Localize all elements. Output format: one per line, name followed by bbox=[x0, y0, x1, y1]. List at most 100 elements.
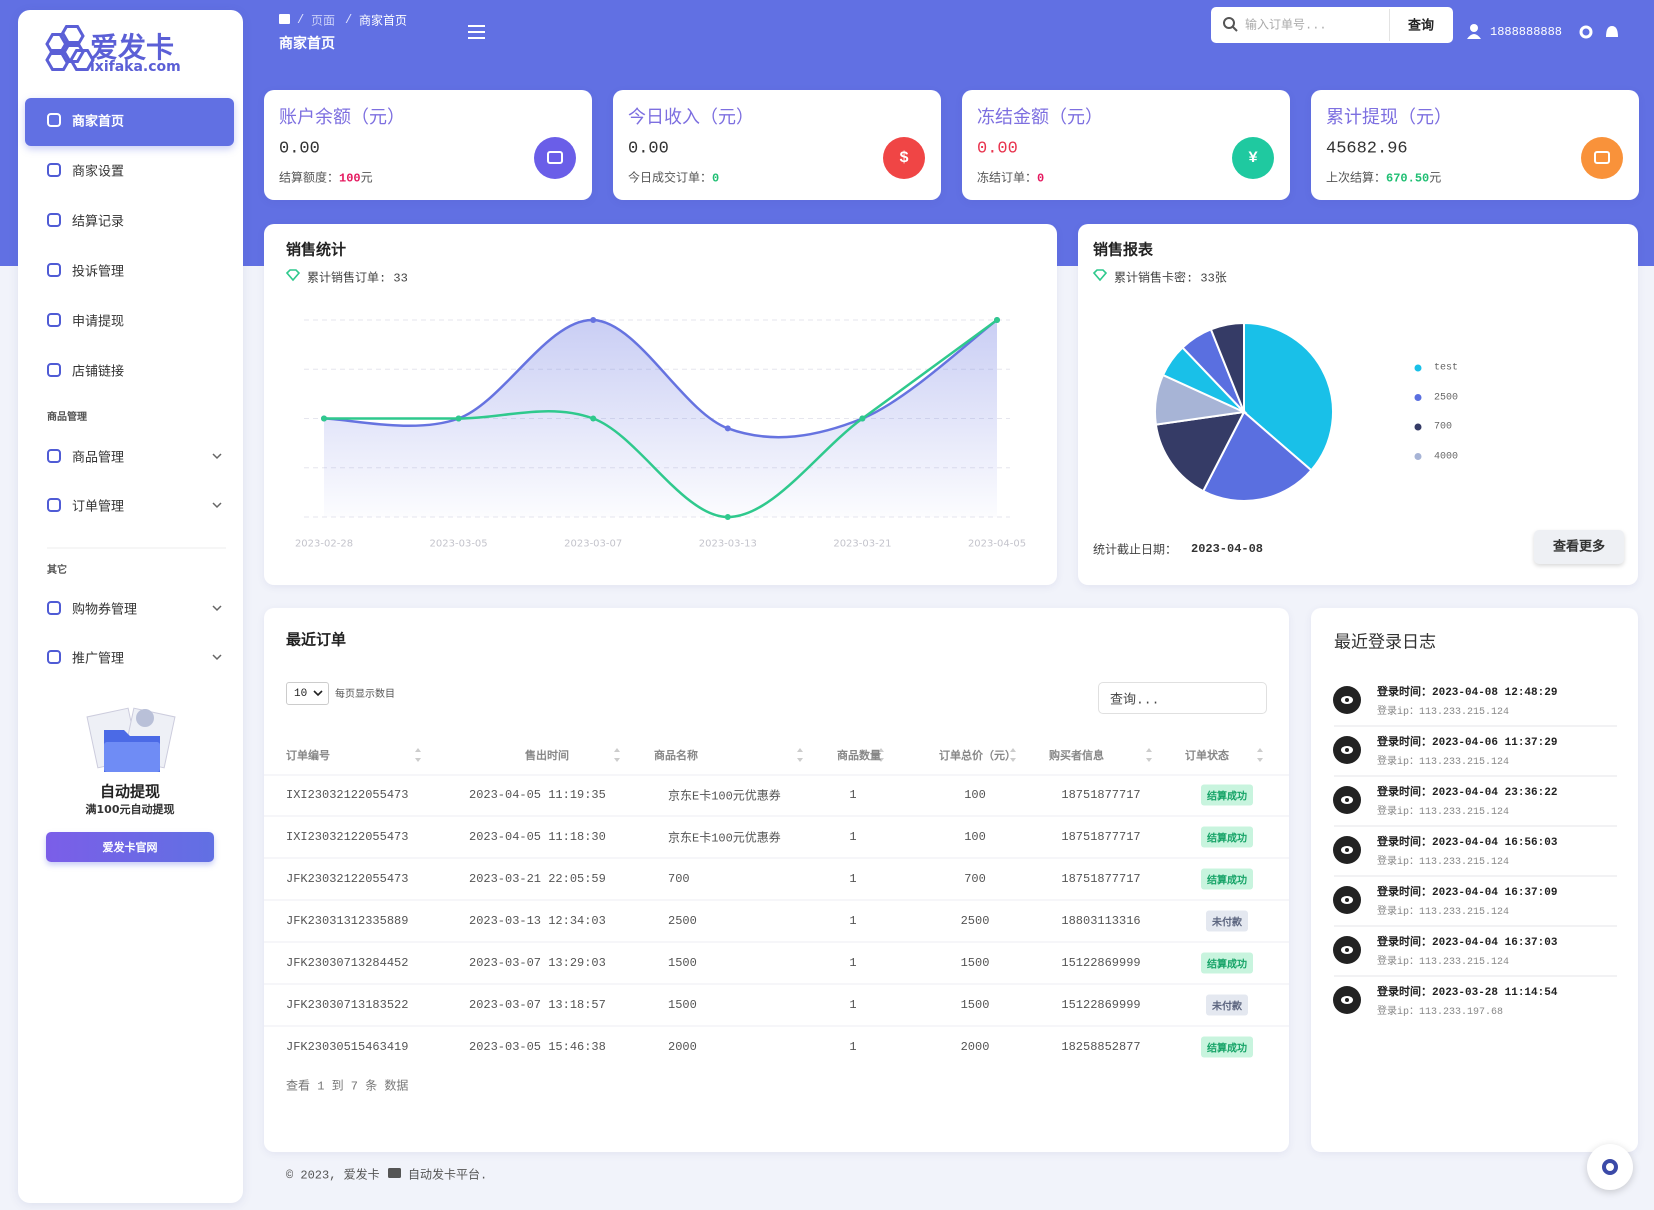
log-ip-label: 登录ip： bbox=[1377, 807, 1420, 818]
log-time-value: 2023-04-04 16:56:03 bbox=[1432, 837, 1558, 849]
table-cell: 1 bbox=[849, 914, 857, 928]
search-placeholder: 输入订单号... bbox=[1245, 18, 1327, 33]
log-time-label: 登录时间： bbox=[1377, 837, 1432, 849]
nav-item[interactable]: 购物券管理 bbox=[72, 602, 138, 618]
column-header[interactable]: 购买者信息 bbox=[1049, 749, 1104, 762]
nav-item[interactable]: 商品管理 bbox=[72, 450, 125, 466]
breadcrumb-item: 商家首页 bbox=[359, 14, 408, 29]
table-info: 查看 1 到 7 条 数据 bbox=[286, 1079, 409, 1094]
log-time-value: 2023-04-08 12:48:29 bbox=[1432, 687, 1558, 699]
stat-icon-symbol: ¥ bbox=[1248, 149, 1258, 167]
table-cell: 1500 bbox=[960, 998, 990, 1012]
column-header[interactable]: 订单状态 bbox=[1185, 749, 1229, 762]
status-badge: 结算成功 bbox=[1201, 826, 1253, 848]
log-ip-value: 113.233.215.124 bbox=[1419, 807, 1510, 818]
table-cell: 1 bbox=[849, 788, 857, 802]
stat-note-label: 冻结订单： bbox=[977, 171, 1038, 186]
table-cell: 18803113316 bbox=[1061, 914, 1141, 928]
log-time-value: 2023-04-04 16:37:09 bbox=[1432, 887, 1558, 899]
orders-title: 最近订单 bbox=[286, 630, 347, 649]
status-badge: 结算成功 bbox=[1201, 868, 1253, 890]
table-cell: 2500 bbox=[960, 914, 990, 928]
log-ip: 登录ip：113.233.215.124 bbox=[1377, 902, 1509, 918]
table-cell: 2000 bbox=[960, 1040, 990, 1054]
chart-title: 销售报表 bbox=[1093, 240, 1154, 259]
log-ip: 登录ip：113.233.215.124 bbox=[1377, 952, 1509, 968]
table-cell: 1 bbox=[849, 956, 857, 970]
stat-title: 冻结金额（元） bbox=[977, 107, 1103, 127]
search-button[interactable] bbox=[1389, 9, 1452, 41]
table-cell: 1 bbox=[849, 872, 857, 886]
user-name[interactable]: 1888888888 bbox=[1490, 25, 1563, 39]
table-cell: IXI23032122055473 bbox=[286, 788, 409, 802]
x-tick-label: 2023-03-21 bbox=[833, 538, 892, 550]
breadcrumb-separator: / bbox=[297, 13, 305, 27]
column-header[interactable]: 商品名称 bbox=[654, 749, 698, 762]
breadcrumb-separator: / bbox=[345, 13, 353, 27]
promo-button-label[interactable]: 爱发卡官网 bbox=[102, 841, 158, 854]
table-cell: 1 bbox=[849, 1040, 857, 1054]
page-size-value[interactable]: 10 bbox=[294, 688, 308, 700]
table-cell: 18751877717 bbox=[1061, 788, 1141, 802]
nav-item[interactable]: 店铺链接 bbox=[72, 364, 125, 380]
chart-subtitle: 累计销售订单: 33 bbox=[307, 271, 408, 286]
log-ip: 登录ip：113.233.215.124 bbox=[1377, 702, 1509, 718]
stat-title: 累计提现（元） bbox=[1326, 107, 1452, 127]
stat-note-value: 670.50 bbox=[1386, 171, 1430, 186]
nav-item[interactable]: 推广管理 bbox=[72, 651, 125, 667]
stat-value: 45682.96 bbox=[1326, 139, 1408, 159]
search-button-label[interactable]: 查询 bbox=[1407, 18, 1435, 34]
column-header[interactable]: 售出时间 bbox=[525, 749, 569, 762]
table-cell: 2023-04-05 11:19:35 bbox=[469, 788, 606, 802]
status-badge: 结算成功 bbox=[1201, 1036, 1253, 1058]
nav-item[interactable]: 订单管理 bbox=[72, 499, 125, 515]
login-card bbox=[1311, 608, 1638, 1152]
table-search[interactable] bbox=[1098, 682, 1267, 714]
table-cell: 100 bbox=[964, 830, 986, 844]
log-ip-value: 113.233.197.68 bbox=[1419, 1007, 1504, 1018]
nav-item[interactable]: 商家首页 bbox=[72, 114, 125, 130]
table-cell: 1500 bbox=[960, 956, 990, 970]
column-header[interactable]: 订单编号 bbox=[286, 749, 330, 762]
orders-card bbox=[264, 608, 1289, 1152]
log-ip-label: 登录ip： bbox=[1377, 707, 1420, 718]
table-cell: JFK23030713284452 bbox=[286, 956, 409, 970]
nav-item[interactable]: 申请提现 bbox=[72, 314, 125, 330]
x-tick-label: 2023-04-05 bbox=[967, 538, 1027, 550]
table-cell: 18258852877 bbox=[1061, 1040, 1141, 1054]
settings-fab[interactable] bbox=[1587, 1144, 1633, 1190]
log-ip-value: 113.233.215.124 bbox=[1419, 907, 1510, 918]
legend-label: 2500 bbox=[1434, 392, 1459, 403]
log-ip-label: 登录ip： bbox=[1377, 757, 1420, 768]
nav-item[interactable]: 结算记录 bbox=[72, 214, 125, 230]
status-badge: 结算成功 bbox=[1201, 784, 1253, 806]
nav-active[interactable] bbox=[25, 98, 234, 146]
legend-label: 4000 bbox=[1434, 451, 1459, 462]
log-time-value: 2023-04-06 11:37:29 bbox=[1432, 737, 1558, 749]
stat-title: 账户余额（元） bbox=[279, 107, 405, 127]
table-cell: 2023-04-05 11:18:30 bbox=[469, 830, 606, 844]
nav-item[interactable]: 商家设置 bbox=[72, 164, 125, 180]
nav-item[interactable]: 投诉管理 bbox=[72, 264, 125, 280]
report-date-label: 统计截止日期： bbox=[1093, 543, 1178, 558]
chart-title: 销售统计 bbox=[286, 240, 347, 259]
log-ip-value: 113.233.215.124 bbox=[1419, 857, 1510, 868]
stat-value: 0.00 bbox=[279, 139, 320, 159]
column-header[interactable]: 订单总价（元） bbox=[939, 749, 1016, 762]
log-ip: 登录ip：113.233.215.124 bbox=[1377, 852, 1509, 868]
log-ip-label: 登录ip： bbox=[1377, 907, 1420, 918]
promo-button[interactable] bbox=[46, 832, 214, 862]
table-cell: 700 bbox=[964, 872, 986, 886]
footer-text: 自动发卡平台. bbox=[408, 1168, 488, 1183]
column-header[interactable]: 商品数量 bbox=[837, 749, 881, 762]
log-time-label: 登录时间： bbox=[1377, 737, 1432, 749]
stat-note: 上次结算：670.50元 bbox=[1326, 169, 1441, 186]
page-size-select[interactable] bbox=[286, 682, 329, 705]
more-button[interactable] bbox=[1534, 530, 1624, 564]
breadcrumb-item[interactable]: 页面 bbox=[311, 14, 336, 29]
footer-card-icon bbox=[388, 1168, 401, 1178]
stat-note: 结算额度：100元 bbox=[279, 169, 373, 186]
table-cell: 2000 bbox=[668, 1040, 697, 1054]
more-button-label[interactable]: 查看更多 bbox=[1552, 539, 1606, 555]
